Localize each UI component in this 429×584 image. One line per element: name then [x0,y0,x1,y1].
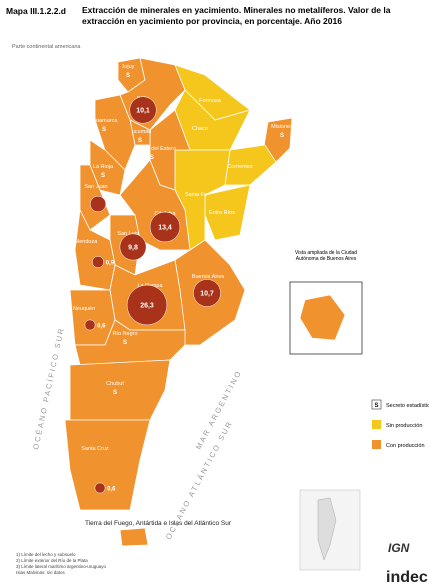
value-circle [84,319,96,331]
inset-outline [317,497,337,561]
value-label: 0,9 [106,261,115,267]
value-circle [119,233,147,261]
note: Islas Malvinas: sin datos [16,570,66,575]
provinces: JujuySSaltaFormosaChacoMisionesSCorrient… [64,57,293,547]
inset-title-box: Vista ampliada de la Ciudad Autónoma de … [294,250,358,262]
legend-label: Secreto estadístico [386,403,429,409]
legend-label: Con producción [386,443,425,449]
value-label: 0,6 [107,487,116,493]
legend-swatch [372,420,381,429]
value-circle [193,279,221,307]
value-circle [89,195,107,213]
province-name: Misiones [271,124,293,130]
map-title: Extracción de minerales en yacimiento. M… [82,5,391,26]
province-name: Mendoza [75,239,99,245]
province [263,117,293,163]
note: 2) Límite exterior del Río de la Plata [16,558,88,563]
inset-title: Vista ampliada de la Ciudad Autónoma de … [294,250,358,262]
value-label: 26,3 [140,303,154,310]
province-name: Buenos Aires [192,274,225,280]
legend: S Secreto estadístico Sin producción Con pr… [371,399,429,449]
secret-label: S [126,73,130,79]
legend-swatch [371,399,382,410]
province-name: Jujuy [122,64,135,70]
secret-label: S [101,173,105,179]
province [94,94,136,171]
province [119,527,149,547]
subtitle: Parte continental americana [12,44,81,50]
title-box: Extracción de minerales en yacimiento. M… [82,5,391,26]
indec-logo: indec [386,569,428,584]
ign-logo: IGN [388,541,410,555]
legend-symbol: S [374,403,378,409]
province [74,319,186,366]
value-label: 9,8 [128,245,138,252]
legend-label: Sin producción [386,423,422,429]
secret-label: S [102,127,106,133]
province-name: Corrientes [227,164,253,170]
secret-label: S [150,155,154,161]
secret-label: S [123,340,127,346]
note: 1) Límite del lecho y subsuelo [16,552,76,557]
province [64,419,151,511]
value-label: 0,6 [97,324,106,330]
province-name: Santiago del Estero [128,146,176,152]
secret-label: S [280,133,284,139]
province-name: Neuquén [73,306,95,312]
province-name: Santa Fe [185,192,207,198]
province-name: Formosa [199,98,222,104]
province-name: Santa Cruz [81,446,109,452]
value-circle [126,284,168,326]
legend-swatch [372,440,381,449]
note: 3) Límite lateral marítimo argentino-uru… [16,564,107,569]
province [69,359,171,421]
province-name: Tierra del Fuego, Antártida e Islas del … [85,520,232,527]
value-label: 13,4 [158,225,172,232]
province-name: Entre Ríos [209,210,235,216]
province-name: Río Negro [112,331,137,337]
value-label: 10,1 [136,108,150,115]
province-name: San Juan [84,184,107,190]
province-name: La Rioja [93,164,114,170]
value-circle [149,211,181,243]
province-name: Chaco [192,126,208,132]
value-circle [94,482,106,494]
province-name: Catamarca [91,118,119,124]
province-name: Tucumán [129,129,152,135]
value-circle [129,96,157,124]
secret-label: S [113,390,117,396]
value-label: 2,5 [108,203,117,209]
inset-shape [299,294,346,341]
province-name: San Luis [117,231,139,237]
map-code: Mapa III.1.2.2.d [6,6,66,16]
province-name: Chubut [106,381,124,387]
secret-label: S [138,138,142,144]
value-circle [92,256,104,268]
value-label: 10,7 [200,291,214,298]
